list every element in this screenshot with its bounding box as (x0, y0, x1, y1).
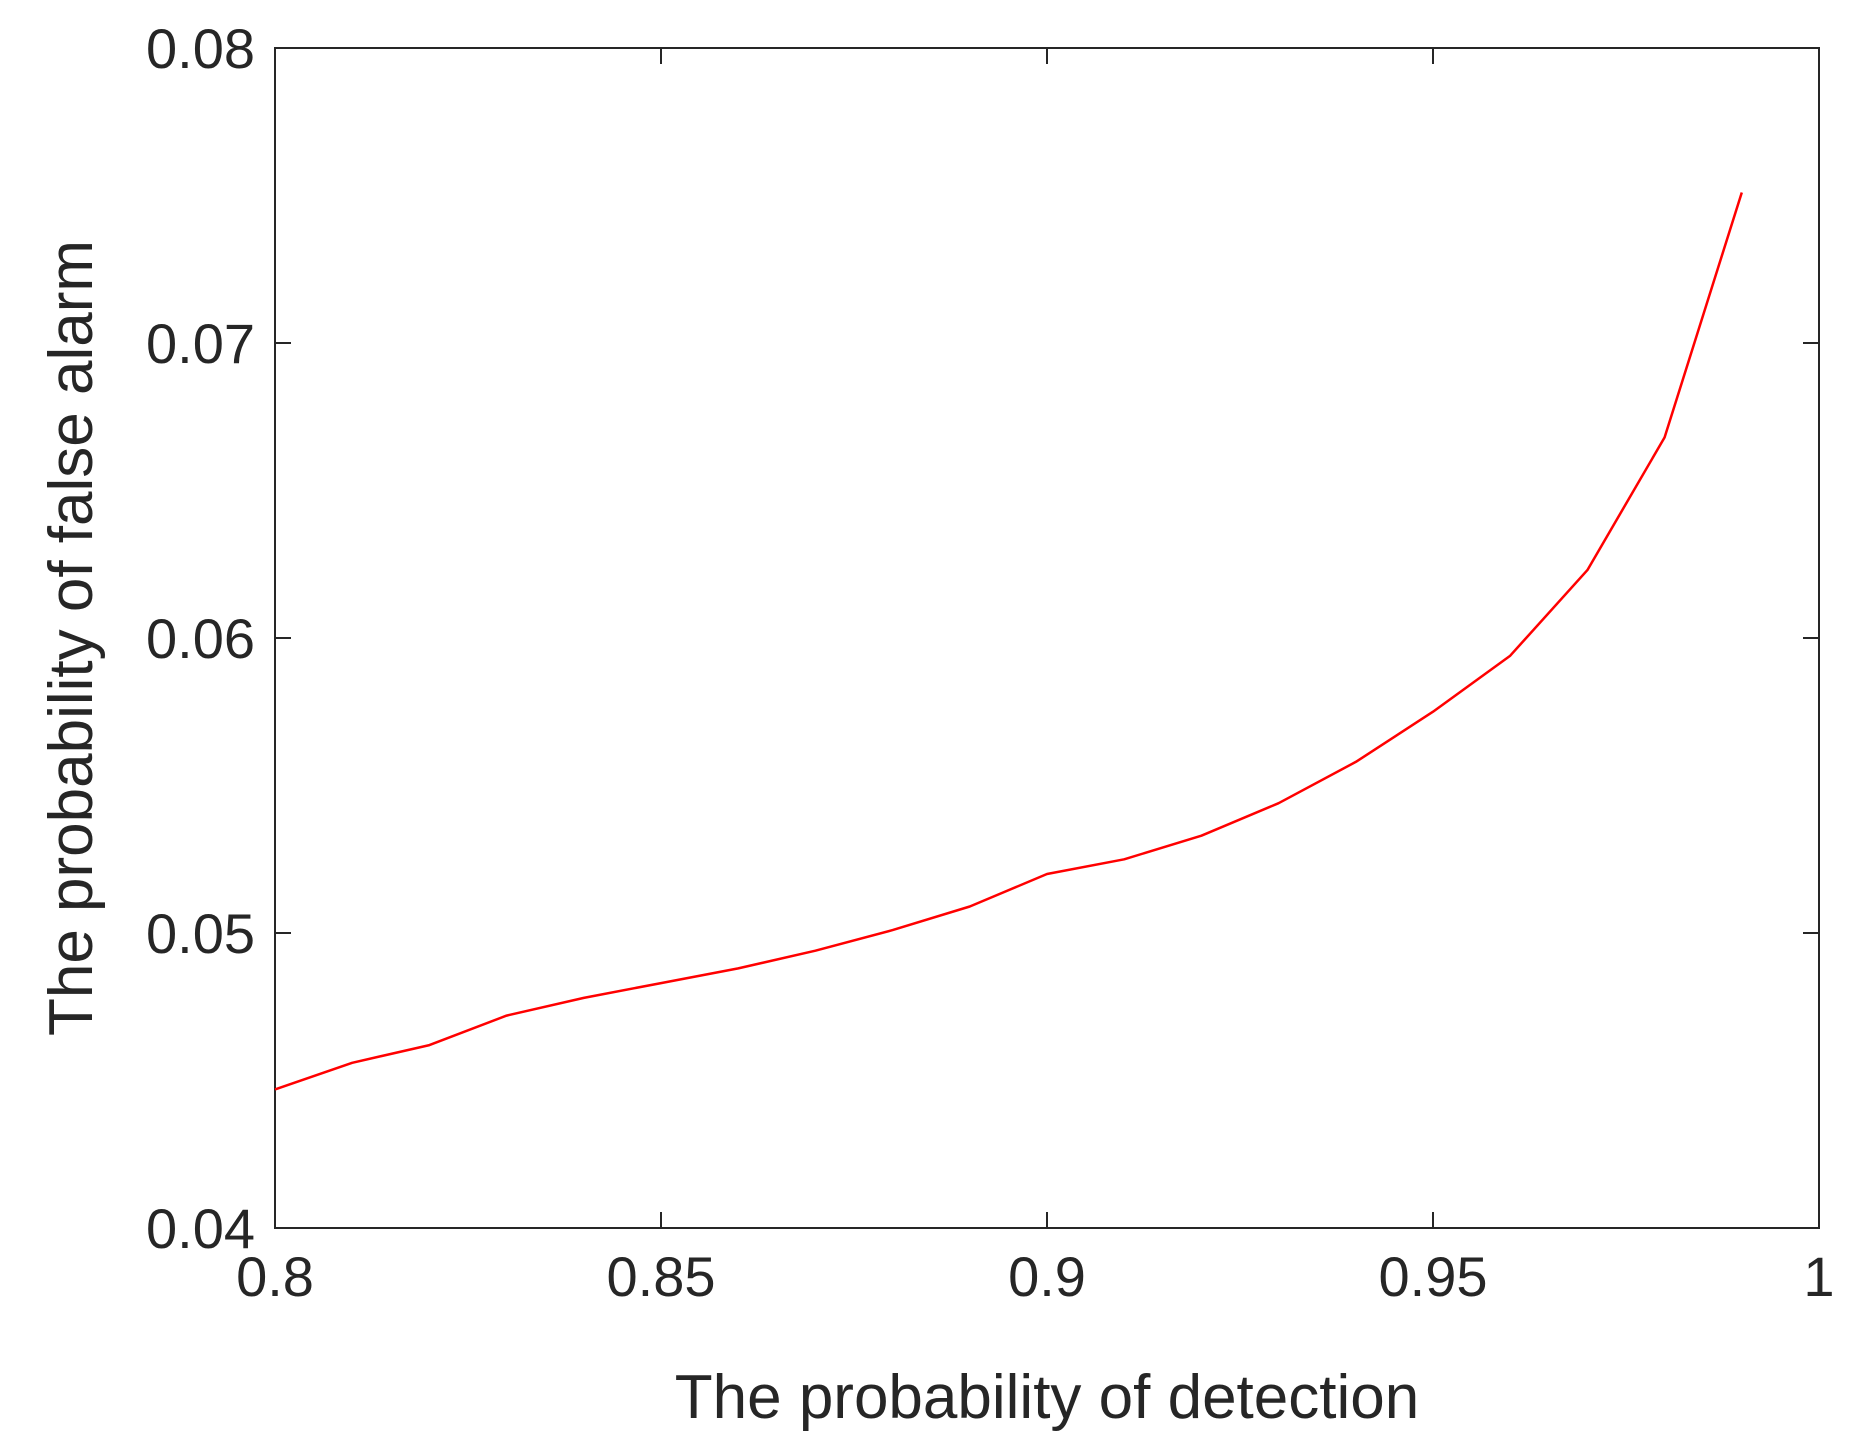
y-tick-label: 0.06 (146, 607, 255, 670)
x-axis-label: The probability of detection (675, 1363, 1419, 1432)
series-layer (274, 192, 1743, 1091)
plot-area (274, 47, 1820, 1229)
y-tick-label: 0.05 (146, 902, 255, 965)
y-tick-label: 0.04 (146, 1197, 255, 1260)
x-tick-label: 0.95 (1379, 1245, 1488, 1308)
y-axis-label: The probability of false alarm (37, 240, 106, 1036)
x-tick-label: 0.9 (1008, 1245, 1086, 1308)
plot-frame (274, 47, 1820, 1229)
series-line (274, 192, 1743, 1091)
y-axis-ticks: 0.04 0.05 0.06 0.07 0.08 (146, 17, 1819, 1260)
x-tick-label: 0.85 (607, 1245, 716, 1308)
y-tick-label: 0.07 (146, 312, 255, 375)
y-tick-label: 0.08 (146, 17, 255, 80)
x-tick-label: 1 (1803, 1245, 1834, 1308)
x-axis-ticks: 0.8 0.85 0.9 0.95 1 (236, 48, 1835, 1308)
x-tick-label: 0.8 (236, 1245, 314, 1308)
